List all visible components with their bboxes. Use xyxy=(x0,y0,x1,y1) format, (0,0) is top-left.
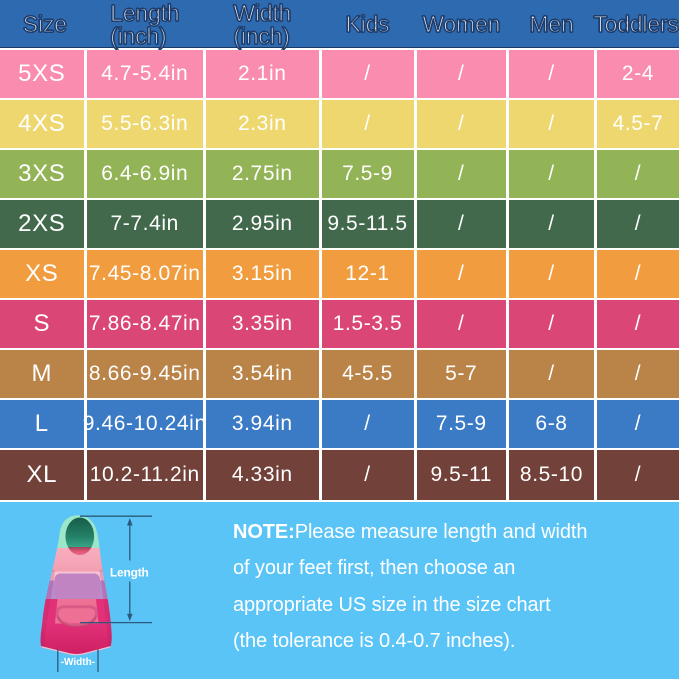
svg-text:Length: Length xyxy=(110,565,149,579)
svg-text:-Width-: -Width- xyxy=(61,657,95,668)
